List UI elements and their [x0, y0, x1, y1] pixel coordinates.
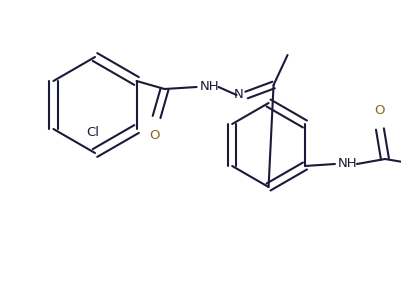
Text: N: N — [233, 89, 243, 101]
Text: Cl: Cl — [86, 126, 99, 139]
Text: O: O — [374, 104, 384, 117]
Text: O: O — [149, 129, 160, 142]
Text: NH: NH — [199, 80, 219, 93]
Text: NH: NH — [337, 158, 356, 170]
